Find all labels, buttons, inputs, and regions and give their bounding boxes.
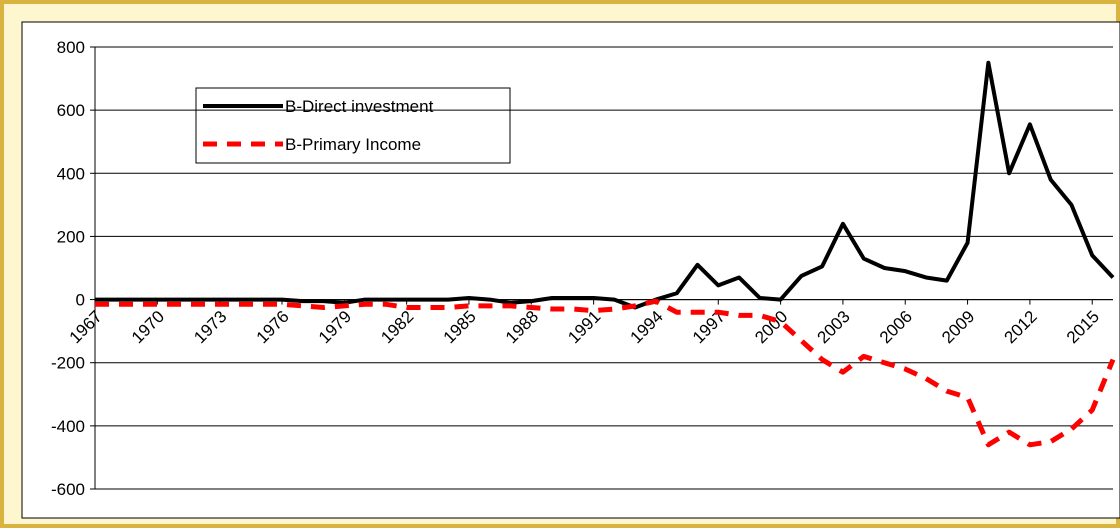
y-tick-label: -200	[51, 354, 85, 373]
legend-box	[195, 87, 511, 164]
y-tick-label: 200	[57, 227, 85, 246]
legend-label: B-Primary Income	[285, 135, 421, 154]
line-series	[95, 298, 1116, 448]
y-tick-label: -600	[51, 480, 85, 499]
chart-area	[21, 21, 1120, 519]
legend	[195, 87, 511, 164]
y-tick-label: 600	[57, 101, 85, 120]
y-tick-label: 400	[57, 164, 85, 183]
y-tick-label: 0	[76, 291, 85, 310]
y-tick-label: -400	[51, 417, 85, 436]
y-tick-label: 800	[57, 38, 85, 57]
line-series	[95, 60, 1115, 310]
legend-label: B-Direct investment	[285, 97, 434, 116]
